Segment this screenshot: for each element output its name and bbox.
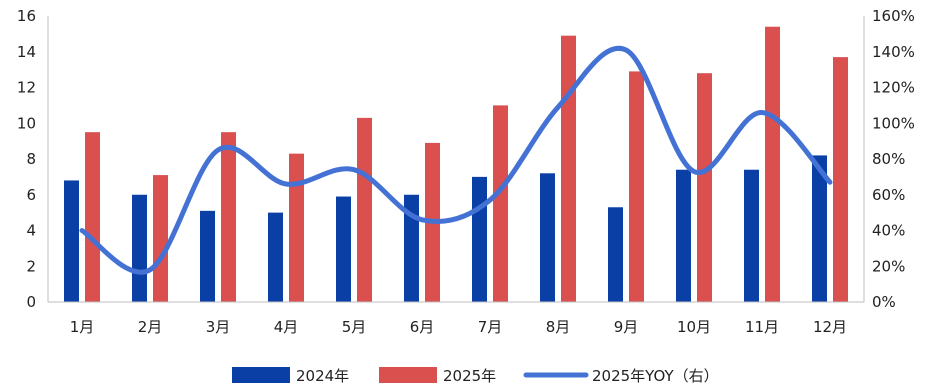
right-tick-label: 40% bbox=[872, 222, 905, 240]
legend-swatch-2025 bbox=[379, 367, 437, 383]
right-tick-label: 120% bbox=[872, 79, 915, 97]
bar-2025-2 bbox=[153, 175, 168, 302]
bar-2024-5 bbox=[336, 196, 351, 302]
legend: 2024年 2025年 2025年YOY（右） bbox=[232, 367, 719, 385]
right-tick-label: 100% bbox=[872, 114, 915, 132]
x-tick-label: 10月 bbox=[677, 318, 711, 336]
bar-2024-12 bbox=[812, 155, 827, 302]
bar-2025-3 bbox=[221, 132, 236, 302]
right-tick-label: 160% bbox=[872, 7, 915, 25]
bar-2024-1 bbox=[64, 180, 79, 302]
bar-2025-7 bbox=[493, 105, 508, 302]
x-tick-label: 9月 bbox=[614, 318, 639, 336]
right-tick-label: 80% bbox=[872, 150, 905, 168]
bar-2025-9 bbox=[629, 71, 644, 302]
left-tick-label: 10 bbox=[17, 114, 36, 132]
right-tick-label: 60% bbox=[872, 186, 905, 204]
x-tick-label: 11月 bbox=[745, 318, 779, 336]
bar-2024-2 bbox=[132, 194, 147, 302]
legend-label: 2024年 bbox=[296, 367, 349, 385]
axes-layer: 02468101214160%20%40%60%80%100%120%140%1… bbox=[17, 7, 915, 336]
x-tick-label: 7月 bbox=[478, 318, 503, 336]
legend-label: 2025年YOY（右） bbox=[592, 367, 719, 385]
bar-2025-8 bbox=[561, 35, 576, 302]
legend-swatch-2024 bbox=[232, 367, 290, 383]
bar-2025-10 bbox=[697, 73, 712, 302]
bar-2024-11 bbox=[744, 169, 759, 302]
bar-2024-9 bbox=[608, 207, 623, 302]
x-tick-label: 2月 bbox=[138, 318, 163, 336]
bars-layer bbox=[64, 26, 848, 302]
right-tick-label: 140% bbox=[872, 43, 915, 61]
bar-2024-3 bbox=[200, 210, 215, 302]
left-tick-label: 2 bbox=[26, 257, 36, 275]
x-tick-label: 4月 bbox=[274, 318, 299, 336]
x-tick-label: 5月 bbox=[342, 318, 367, 336]
right-tick-label: 20% bbox=[872, 257, 905, 275]
left-tick-label: 0 bbox=[26, 293, 36, 311]
x-tick-label: 3月 bbox=[206, 318, 231, 336]
left-tick-label: 8 bbox=[26, 150, 36, 168]
x-tick-label: 8月 bbox=[546, 318, 571, 336]
bar-2025-5 bbox=[357, 117, 372, 302]
bar-2024-8 bbox=[540, 173, 555, 302]
left-tick-label: 14 bbox=[17, 43, 36, 61]
left-tick-label: 12 bbox=[17, 79, 36, 97]
left-tick-label: 6 bbox=[26, 186, 36, 204]
bar-2025-4 bbox=[289, 153, 304, 302]
left-tick-label: 4 bbox=[26, 222, 36, 240]
yoy-line bbox=[79, 45, 833, 275]
bar-2025-12 bbox=[833, 57, 848, 302]
line-layer bbox=[79, 45, 833, 275]
left-tick-label: 16 bbox=[17, 7, 36, 25]
bar-2024-10 bbox=[676, 169, 691, 302]
bar-2024-4 bbox=[268, 212, 283, 302]
x-tick-label: 6月 bbox=[410, 318, 435, 336]
x-tick-label: 1月 bbox=[70, 318, 95, 336]
bar-2024-6 bbox=[404, 194, 419, 302]
bar-2024-7 bbox=[472, 176, 487, 302]
bar-2025-1 bbox=[85, 132, 100, 302]
bar-2025-11 bbox=[765, 26, 780, 302]
x-tick-label: 12月 bbox=[813, 318, 847, 336]
right-tick-label: 0% bbox=[872, 293, 896, 311]
legend-label: 2025年 bbox=[443, 367, 496, 385]
